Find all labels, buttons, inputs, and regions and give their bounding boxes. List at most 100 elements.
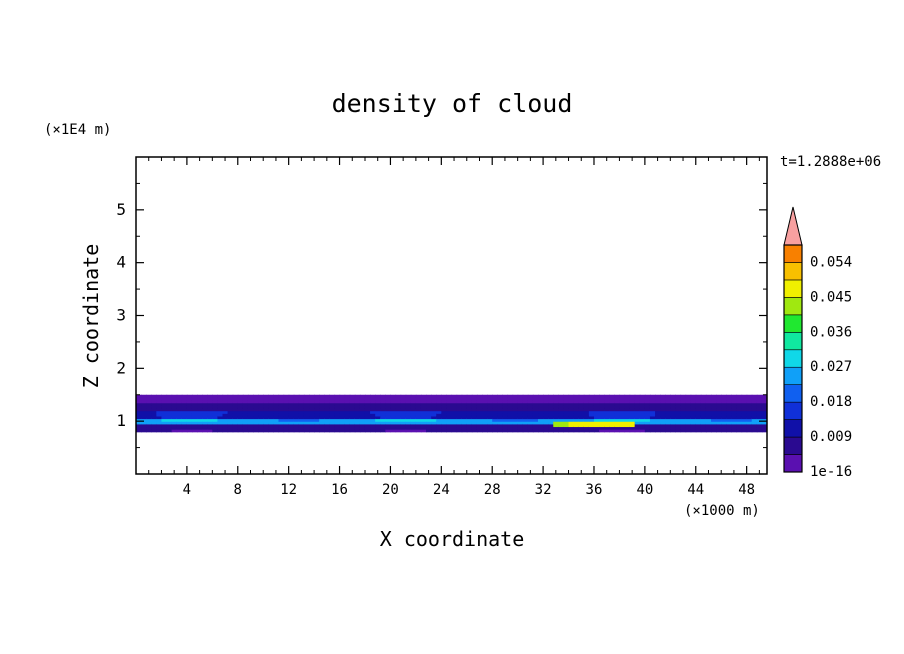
density-cell — [191, 400, 198, 404]
density-cell — [146, 421, 152, 425]
density-cell — [319, 407, 325, 412]
density-cell — [614, 415, 621, 420]
density-cell — [588, 429, 595, 433]
density-cell — [390, 410, 397, 414]
density-cell — [207, 410, 213, 414]
density-cell — [146, 397, 152, 401]
density-cell — [507, 407, 514, 412]
density-cell — [426, 426, 432, 430]
density-cell — [741, 400, 748, 404]
density-cell — [436, 402, 442, 406]
density-cell — [431, 418, 437, 422]
density-cell — [288, 413, 295, 417]
density-cell — [548, 400, 554, 404]
density-cell — [156, 413, 163, 417]
density-cell — [548, 405, 554, 409]
density-cell — [456, 415, 463, 420]
density-cell — [583, 410, 590, 414]
density-cell — [604, 429, 610, 433]
density-cell — [273, 407, 280, 412]
density-cell — [685, 426, 692, 430]
density-cell — [278, 400, 285, 404]
density-cell — [466, 397, 473, 401]
density-cell — [538, 407, 544, 412]
density-cell — [395, 400, 402, 404]
density-cell — [619, 394, 626, 398]
density-cell — [273, 423, 280, 428]
density-cell — [278, 429, 285, 433]
density-cell — [309, 402, 315, 406]
density-cell — [202, 407, 208, 412]
density-cell — [212, 400, 219, 404]
density-cell — [400, 426, 407, 430]
density-cell — [573, 394, 580, 398]
density-cell — [614, 394, 621, 398]
density-cell — [446, 423, 453, 428]
density-cell — [538, 429, 544, 433]
density-cell — [532, 415, 539, 420]
density-cell — [191, 402, 198, 406]
density-cell — [303, 418, 310, 422]
density-cell — [665, 402, 671, 406]
density-cell — [512, 405, 519, 409]
density-cell — [583, 413, 590, 417]
density-cell — [660, 418, 666, 422]
density-cell — [751, 407, 758, 412]
density-cell — [695, 397, 702, 401]
density-cell — [609, 421, 615, 425]
density-cell — [548, 429, 554, 433]
density-cell — [405, 402, 412, 406]
density-cell — [721, 415, 727, 420]
density-cell — [329, 410, 336, 414]
density-cell — [644, 426, 651, 430]
density-cell — [482, 394, 488, 398]
density-cell — [253, 418, 259, 422]
density-cell — [471, 423, 478, 428]
density-cell — [756, 405, 763, 409]
density-cell — [558, 407, 565, 412]
density-cell — [232, 423, 239, 428]
density-cell — [309, 407, 315, 412]
density-cell — [161, 402, 168, 406]
density-cell — [283, 429, 290, 433]
density-cell — [482, 421, 488, 425]
density-cell — [339, 418, 346, 422]
density-cell — [314, 426, 320, 430]
density-cell — [609, 410, 615, 414]
density-cell — [700, 400, 707, 404]
density-cell — [553, 429, 559, 433]
density-cell — [543, 394, 549, 398]
density-cell — [380, 407, 386, 412]
density-cell — [548, 421, 554, 425]
density-cell — [263, 410, 269, 414]
density-cell — [181, 397, 188, 401]
density-cell — [283, 415, 290, 420]
density-cell — [273, 405, 280, 409]
density-cell — [283, 397, 290, 401]
colorbar-swatch — [783, 332, 803, 351]
density-cell — [339, 402, 346, 406]
density-cell — [354, 400, 361, 404]
density-cell — [604, 415, 610, 420]
density-cell — [746, 397, 753, 401]
density-cell — [339, 429, 346, 433]
density-cell — [197, 402, 203, 406]
density-cell — [726, 394, 732, 398]
density-cell — [436, 421, 442, 425]
density-cell — [492, 402, 498, 406]
density-cell — [655, 397, 661, 401]
density-cell — [543, 426, 549, 430]
density-cell — [288, 429, 295, 433]
density-cell — [665, 415, 671, 420]
density-cell — [527, 421, 534, 425]
density-cell — [680, 405, 687, 409]
density-cell — [466, 400, 473, 404]
density-cell — [517, 402, 524, 406]
density-cell — [680, 397, 687, 401]
density-cell — [166, 418, 173, 422]
density-cell — [507, 394, 514, 398]
density-cell — [492, 394, 498, 398]
density-cell — [227, 400, 234, 404]
y-tick-label: 2 — [116, 358, 126, 377]
